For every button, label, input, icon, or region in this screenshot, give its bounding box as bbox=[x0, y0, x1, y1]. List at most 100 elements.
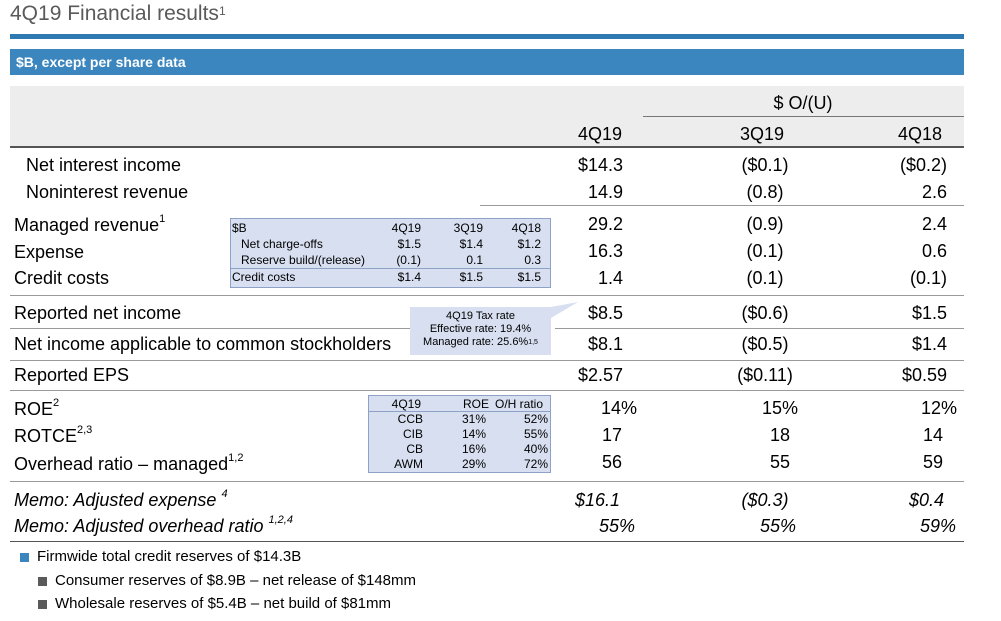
roe-footnote: 2 bbox=[53, 397, 60, 409]
credit-box-hdr-4q18: 4Q18 bbox=[511, 221, 541, 235]
credit-box-cell: $1.5 bbox=[459, 270, 483, 284]
rotce-text: ROTCE bbox=[14, 426, 77, 446]
tax-callout-managed-footnote: 1,5 bbox=[528, 339, 538, 346]
mr-4q18: 2.4 bbox=[921, 214, 947, 234]
col-header-4q18: 4Q18 bbox=[897, 124, 943, 144]
bullet-square-icon bbox=[38, 577, 47, 586]
tax-rate-callout: 4Q19 Tax rate Effective rate: 19.4% Mana… bbox=[412, 310, 549, 349]
eps-3q19: ($0.11) bbox=[737, 365, 793, 385]
credit-box-cell: $1.4 bbox=[397, 270, 421, 284]
units-banner: $B, except per share data bbox=[10, 49, 964, 75]
segment-name: CCB bbox=[397, 412, 423, 426]
variance-group-header: $ O/(U) bbox=[773, 93, 833, 113]
segment-box-hdr: O/H ratio bbox=[494, 397, 543, 411]
credit-box-cell: $1.4 bbox=[459, 237, 483, 251]
row-label-rotce: ROTCE2,3 bbox=[14, 424, 92, 447]
credit-costs-breakdown-box: $B 4Q19 3Q19 4Q18 Net charge-offs $1.5 $… bbox=[230, 218, 551, 288]
rni-4q19: $8.5 bbox=[587, 303, 623, 323]
segment-name: CB bbox=[406, 442, 423, 456]
segment-roe: 31% bbox=[461, 412, 486, 426]
segment-roe: 14% bbox=[461, 427, 486, 441]
row-rule-right bbox=[555, 328, 964, 329]
credit-box-cell: 0.3 bbox=[524, 253, 541, 267]
credit-box-cell: $1.5 bbox=[517, 270, 541, 284]
row-label-memo-adjusted-overhead: Memo: Adjusted overhead ratio 1,2,4 bbox=[14, 514, 293, 537]
segment-box-hdr: ROE bbox=[462, 397, 489, 411]
credit-box-hdr-3q19: 3Q19 bbox=[453, 221, 483, 235]
credit-box-cell: (0.1) bbox=[396, 253, 421, 267]
credit-box-cell: 0.1 bbox=[466, 253, 483, 267]
credit-box-row-label: Net charge-offs bbox=[241, 237, 323, 251]
nir-4q19: 14.9 bbox=[587, 182, 623, 202]
eps-4q19: $2.57 bbox=[577, 365, 623, 385]
segment-name: CIB bbox=[402, 427, 423, 441]
exp-4q19: 16.3 bbox=[587, 241, 623, 261]
bullet-wholesale-reserves: Wholesale reserves of $5.4B – net build … bbox=[55, 595, 392, 612]
table-bottom-rule bbox=[10, 541, 964, 542]
credit-box-unit: $B bbox=[232, 221, 247, 235]
tax-callout-shape bbox=[410, 302, 578, 355]
nii-4q19: $14.3 bbox=[577, 155, 623, 175]
col-header-4q19: 4Q19 bbox=[577, 124, 623, 144]
exp-4q18: 0.6 bbox=[921, 241, 947, 261]
roe-4q19: 14% bbox=[600, 398, 637, 418]
row-label-nir: Noninterest revenue bbox=[26, 182, 189, 202]
segment-box-divider bbox=[369, 411, 550, 412]
rotce-4q19: 17 bbox=[601, 425, 623, 445]
title-rule bbox=[10, 34, 964, 39]
row-label-roe: ROE2 bbox=[14, 397, 60, 420]
bullet-credit-reserves: Firmwide total credit reserves of $14.3B bbox=[37, 548, 302, 565]
credit-box-row-label: Credit costs bbox=[232, 270, 296, 284]
nir-3q19: (0.8) bbox=[746, 182, 784, 202]
managed-revenue-footnote: 1 bbox=[159, 213, 166, 225]
segment-box-hdr: 4Q19 bbox=[391, 397, 421, 411]
tax-callout-title: 4Q19 Tax rate bbox=[446, 310, 515, 322]
segment-oh: 72% bbox=[523, 457, 548, 471]
row-label-net-income-common: Net income applicable to common stockhol… bbox=[14, 334, 392, 354]
row-label-overhead-ratio: Overhead ratio – managed1,2 bbox=[14, 452, 244, 475]
row-rule bbox=[10, 360, 964, 361]
memo1-3q19: ($0.3) bbox=[741, 490, 789, 510]
memo2-3q19: 55% bbox=[759, 516, 797, 536]
segment-roe: 29% bbox=[461, 457, 486, 471]
roe-4q18: 12% bbox=[920, 398, 957, 418]
ohr-text: Overhead ratio – managed bbox=[14, 454, 229, 474]
rotce-4q18: 14 bbox=[922, 425, 944, 445]
nii-3q19: ($0.1) bbox=[741, 155, 789, 175]
ohr-4q19: 56 bbox=[601, 452, 623, 472]
memo2-4q19: 55% bbox=[598, 516, 635, 536]
row-label-credit-costs: Credit costs bbox=[14, 268, 110, 288]
roe-3q19: 15% bbox=[761, 398, 799, 418]
eps-4q18: $0.59 bbox=[901, 365, 947, 385]
title-text: 4Q19 Financial results bbox=[10, 2, 219, 25]
segment-name: AWM bbox=[394, 457, 423, 471]
roe-text: ROE bbox=[14, 399, 54, 419]
row-rule bbox=[10, 390, 964, 391]
credit-box-hdr-4q19: 4Q19 bbox=[391, 221, 421, 235]
segment-oh: 40% bbox=[523, 442, 548, 456]
managed-revenue-text: Managed revenue bbox=[14, 215, 160, 235]
section-rule bbox=[10, 295, 964, 296]
ohr-footnote: 1,2 bbox=[228, 452, 244, 464]
segment-roe: 16% bbox=[461, 442, 486, 456]
segment-roe-box: 4Q19 ROE O/H ratio CCB 31% 52% CIB 14% 5… bbox=[368, 395, 551, 473]
credit-box-divider bbox=[231, 268, 550, 269]
cc-4q19: 1.4 bbox=[597, 268, 623, 288]
nicom-3q19: ($0.5) bbox=[741, 334, 789, 354]
title-footnote: 1 bbox=[218, 4, 226, 18]
tax-callout-bubble bbox=[410, 302, 578, 355]
ohr-4q18: 59 bbox=[922, 452, 944, 472]
row-label-memo-adjusted-expense: Memo: Adjusted expense 4 bbox=[14, 488, 228, 511]
cc-3q19: (0.1) bbox=[746, 268, 784, 288]
memo2-footnote: 1,2,4 bbox=[268, 514, 293, 526]
bullet-square-icon bbox=[20, 553, 29, 562]
row-label-reported-eps: Reported EPS bbox=[14, 365, 130, 385]
ohr-3q19: 55 bbox=[769, 452, 791, 472]
tax-callout-effective: Effective rate: 19.4% bbox=[429, 323, 532, 335]
mr-4q19: 29.2 bbox=[587, 214, 623, 234]
row-label-nii: Net interest income bbox=[26, 155, 182, 175]
page-title: 4Q19 Financial results1 bbox=[10, 2, 226, 26]
memo1-4q18: $0.4 bbox=[908, 490, 944, 510]
row-rule-left bbox=[10, 328, 410, 329]
exp-3q19: (0.1) bbox=[746, 241, 784, 261]
